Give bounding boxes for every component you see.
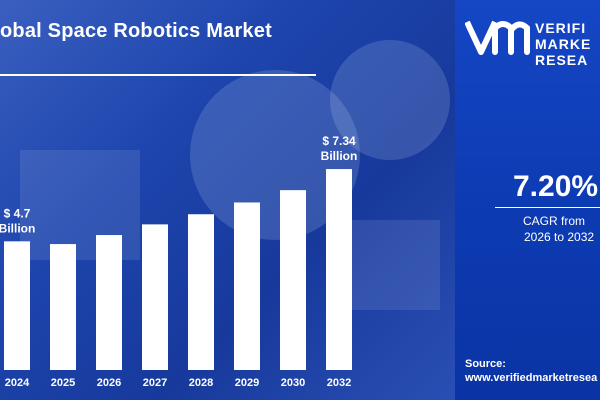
brand-line: VERIFI	[535, 20, 587, 36]
bar	[234, 202, 260, 370]
source-label: Source:	[465, 358, 506, 370]
bar	[326, 169, 352, 370]
chart-title: obal Space Robotics Market	[0, 20, 272, 42]
bar	[50, 244, 76, 370]
bar	[4, 241, 30, 370]
cagr-range: 2026 to 2032	[524, 230, 595, 244]
x-tick-label: 2025	[51, 377, 75, 389]
vmr-logo-icon	[465, 20, 530, 55]
bar	[96, 235, 122, 370]
source-url[interactable]: www.verifiedmarketresea	[465, 372, 598, 384]
data-label: $ 7.34	[322, 134, 356, 148]
brand-line: RESEA	[535, 52, 589, 68]
data-label: Billion	[0, 221, 35, 235]
brand-line: MARKE	[535, 36, 592, 52]
x-tick-label: 2030	[281, 377, 305, 389]
bar-chart: 2024 2025 2026 2027 2028 2029 2030 2032$ 4.7Bil…	[0, 134, 358, 389]
title-underline	[0, 74, 316, 76]
background-blur	[330, 40, 450, 160]
x-tick-label: 2024	[5, 377, 30, 389]
x-tick-label: 2027	[143, 377, 167, 389]
x-tick-label: 2032	[327, 377, 351, 389]
brand-name: VERIFI MARKE RESEA	[535, 20, 591, 68]
bar	[280, 190, 306, 370]
x-tick-label: 2026	[97, 377, 121, 389]
cagr-value: 7.20%	[513, 170, 599, 203]
x-tick-label: 2029	[235, 377, 259, 389]
chart-panel: obal Space Robotics Market 2024 2025 2026 2…	[0, 0, 455, 400]
cagr-label: CAGR from	[523, 214, 586, 228]
x-tick-label: 2028	[189, 377, 213, 389]
bar	[188, 214, 214, 370]
data-label: $ 4.7	[4, 206, 31, 220]
data-label: Billion	[321, 149, 358, 163]
info-sidebar: VERIFI MARKE RESEA 7.20% CAGR from 2026 …	[455, 0, 600, 400]
bar	[142, 224, 168, 370]
cagr-divider	[495, 207, 600, 208]
